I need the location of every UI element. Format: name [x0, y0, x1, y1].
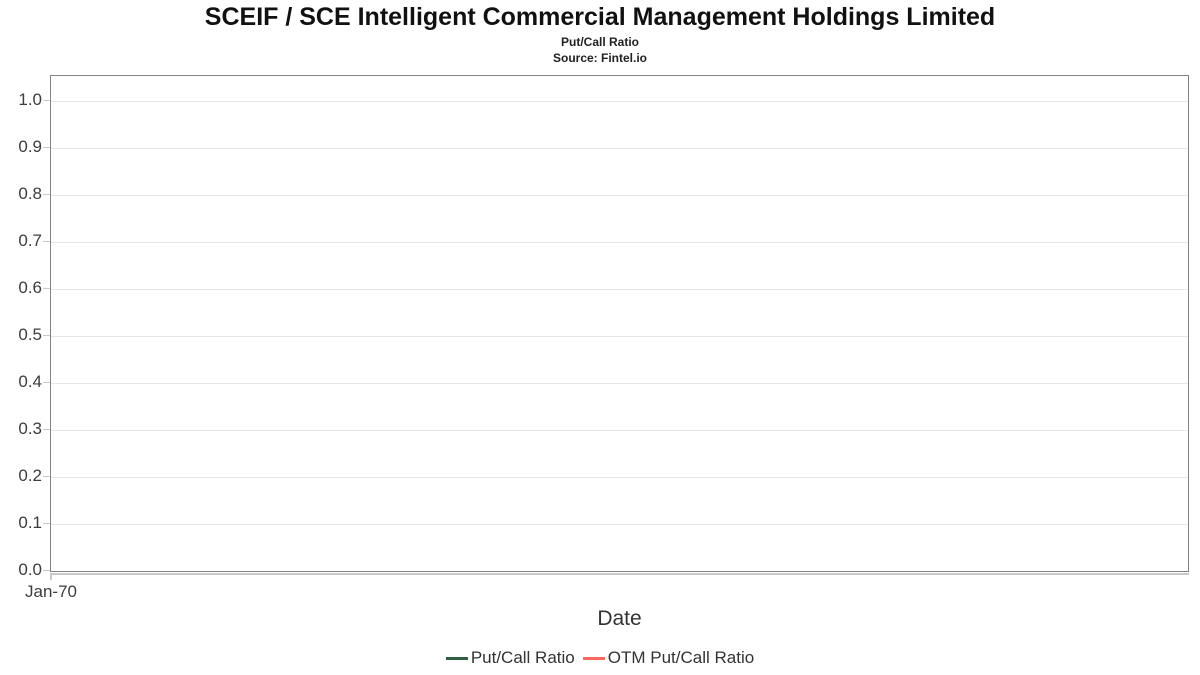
legend-line-swatch [582, 656, 605, 660]
legend-line-swatch [445, 656, 468, 660]
y-axis-tick [43, 335, 50, 336]
y-axis-tick [43, 100, 50, 101]
y-tick-label: 0.9 [18, 137, 42, 156]
y-tick-label: 0.6 [18, 278, 42, 297]
y-axis-tick [43, 523, 50, 524]
gridline [51, 383, 1188, 384]
x-tick-label: Jan-70 [25, 582, 77, 601]
y-axis-tick [43, 382, 50, 383]
gridline [51, 430, 1188, 431]
y-tick-label: 0.8 [18, 184, 42, 203]
gridline [51, 524, 1188, 525]
x-axis-title: Date [597, 607, 642, 630]
y-tick-label: 0.2 [18, 466, 42, 485]
y-axis-tick [43, 147, 50, 148]
gridline [51, 148, 1188, 149]
gridline [51, 242, 1188, 243]
gridline [51, 101, 1188, 102]
gridline [51, 336, 1188, 337]
y-axis-tick [43, 194, 50, 195]
y-axis-tick [43, 288, 50, 289]
y-tick-label: 0.4 [18, 372, 42, 391]
plot-area [50, 75, 1189, 572]
y-tick-label: 1.0 [18, 90, 42, 109]
legend-label: Put/Call Ratio [470, 648, 575, 667]
legend: Put/Call Ratio OTM Put/Call Ratio [0, 648, 1200, 668]
y-tick-label: 0.5 [18, 325, 42, 344]
y-tick-label: 0.3 [18, 419, 42, 438]
chart-title: SCEIF / SCE Intelligent Commercial Manag… [204, 3, 996, 31]
y-tick-label: 0.0 [18, 560, 42, 579]
gridline [51, 195, 1188, 196]
y-axis-tick [43, 241, 50, 242]
legend-item: Put/Call Ratio [445, 648, 575, 668]
chart-subtitle: Put/Call Ratio [560, 35, 639, 49]
chart-source: Source: Fintel.io [552, 51, 647, 65]
x-axis-tick [50, 575, 52, 580]
y-axis-tick [43, 476, 50, 477]
legend-label: OTM Put/Call Ratio [607, 648, 755, 667]
legend-item: OTM Put/Call Ratio [582, 648, 755, 668]
gridline [51, 289, 1188, 290]
y-axis-tick [43, 429, 50, 430]
y-tick-label: 0.7 [18, 231, 42, 250]
y-tick-label: 0.1 [18, 513, 42, 532]
x-axis-line [50, 573, 1189, 575]
y-axis-tick [43, 570, 50, 571]
gridline [51, 477, 1188, 478]
